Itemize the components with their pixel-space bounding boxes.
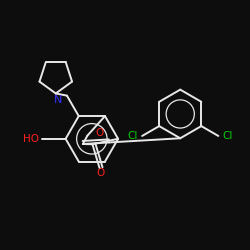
Text: Cl: Cl	[222, 131, 233, 141]
Text: Cl: Cl	[128, 131, 138, 141]
Text: O: O	[97, 168, 105, 178]
Text: N: N	[54, 94, 62, 104]
Text: O: O	[96, 128, 104, 138]
Text: HO: HO	[23, 134, 39, 144]
